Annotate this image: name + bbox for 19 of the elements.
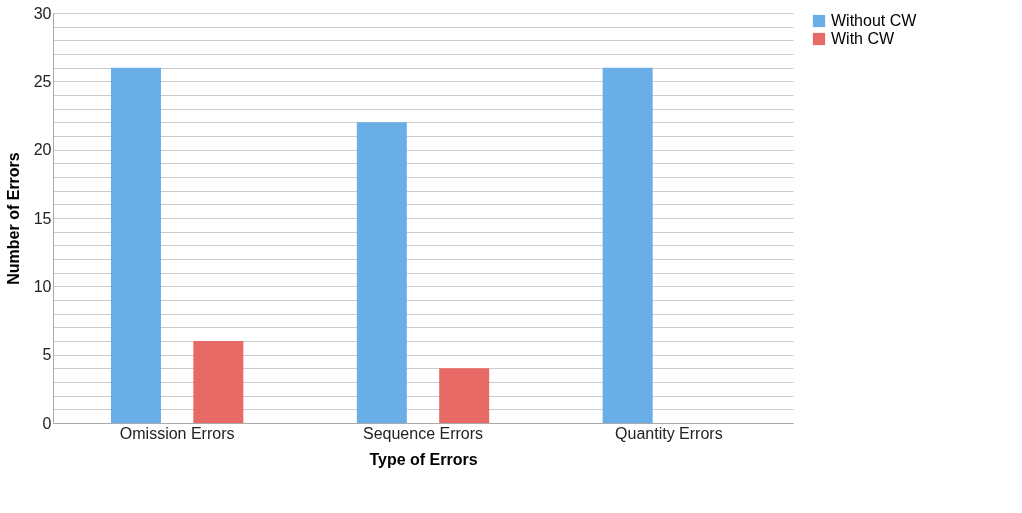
y-tick-label: 20 [33,141,52,159]
bar [193,341,244,423]
y-tick-label: 10 [33,277,52,295]
y-axis-title: Number of Errors [4,152,22,285]
bar [439,368,490,423]
y-tick-label: 15 [33,209,52,227]
x-axis-title: Type of Errors [369,450,478,468]
legend-label: With CW [831,30,895,47]
x-tick-label: Sequence Errors [362,424,484,442]
y-tick-label: 30 [33,4,52,22]
bar [110,67,161,423]
bar [602,67,653,423]
y-tick-label: 5 [42,346,52,364]
legend-label: Without CW [831,12,918,29]
x-tick-label: Quantity Errors [615,424,723,442]
x-tick-label: Omission Errors [119,424,235,442]
y-tick-label: 25 [33,72,52,90]
y-tick-label: 0 [42,414,52,432]
bar [356,122,407,423]
